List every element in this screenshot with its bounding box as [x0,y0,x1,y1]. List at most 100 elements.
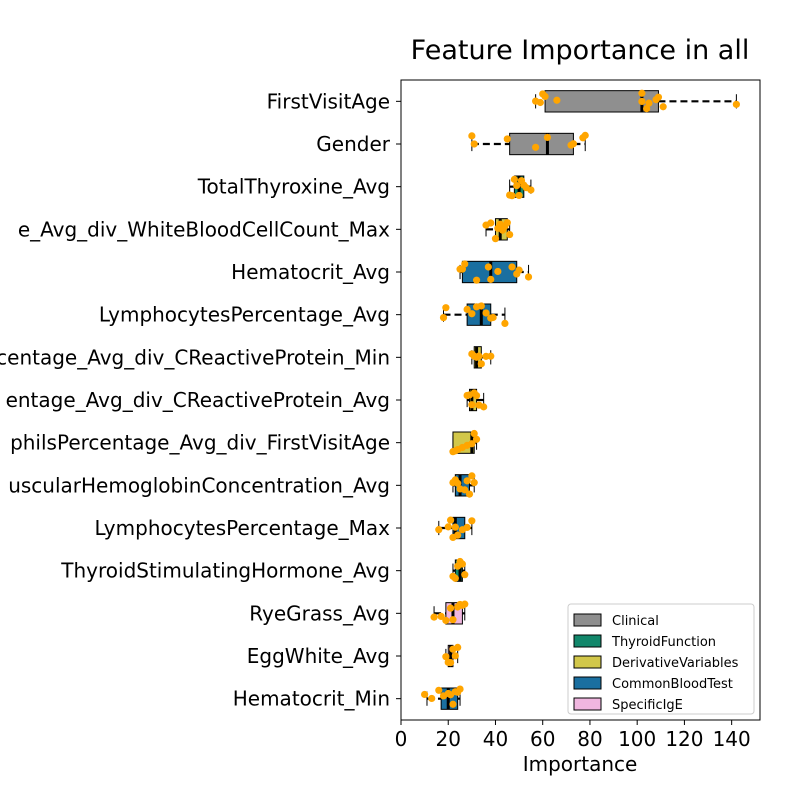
legend-item: Clinical [573,613,659,629]
legend-swatch [573,655,602,669]
data-point [470,429,478,438]
data-point [503,219,511,227]
feature-row: RyeGrass_Avg [249,600,469,625]
data-point [482,309,490,317]
y-tick-label: Hematocrit_Min [233,687,390,711]
data-point [468,132,476,140]
legend-item: CommonBloodTest [573,676,733,692]
legend-swatch [573,697,602,711]
data-point [506,230,514,239]
data-point [472,435,481,443]
data-point [654,93,663,101]
data-point [659,103,667,111]
feature-row: uscularHemoglobinConcentration_Avg [8,472,478,498]
x-axis-label: Importance [523,752,638,776]
feature-row: EggWhite_Avg [247,643,462,668]
x-tick-label: 20 [436,727,461,751]
data-point [444,523,452,531]
legend-swatch [573,634,602,648]
feature-row: ThyroidStimulatingHormone_Avg [60,557,469,583]
data-point [527,186,535,194]
legend-swatch [573,613,602,627]
x-tick-label: 140 [713,727,751,751]
data-point [461,571,469,579]
data-point [468,440,476,448]
y-tick-label: Hematocrit_Avg [231,260,390,284]
data-point [489,313,497,322]
data-point [472,391,481,400]
data-point [454,643,462,651]
data-point [510,175,518,183]
data-point [515,191,523,200]
data-point [508,192,516,200]
data-point [446,658,455,667]
data-point [435,686,443,694]
data-point [442,653,450,661]
data-point [461,486,469,494]
legend-label: SpecificIgE [612,698,683,713]
feature-row: LymphocytesPercentage_Avg [99,302,509,328]
data-point [581,131,589,139]
data-point [461,600,469,608]
y-tick-label: RyeGrass_Avg [249,601,390,625]
box [509,132,574,156]
data-point [487,352,495,360]
legend-label: CommonBloodTest [612,677,733,692]
data-point [461,260,469,268]
legend-swatch [573,676,602,690]
feature-row: Hematocrit_Min [233,685,464,711]
y-tick-label: philsPercentage_Avg_div_FirstVisitAge [10,431,390,455]
data-point [454,531,462,539]
data-point [732,100,740,108]
data-point [470,479,478,487]
data-point [468,472,476,480]
data-point [643,105,651,113]
legend-label: DerivativeVariables [612,656,739,671]
data-point [446,516,455,524]
y-tick-label: e_Avg_div_WhiteBloodCellCount_Max [18,217,390,241]
data-point [484,263,492,271]
data-point [463,477,471,485]
data-point [536,98,544,107]
feature-row: Hematocrit_Avg [231,260,533,284]
data-point [468,310,476,318]
x-tick-label: 80 [577,727,602,751]
x-tick-label: 120 [665,727,703,751]
data-point [421,690,429,699]
data-point [451,652,459,660]
data-point [524,273,533,281]
data-point [456,685,464,693]
y-tick-label: uscularHemoglobinConcentration_Avg [8,473,390,497]
data-point [543,133,552,142]
y-tick-label: LymphocytesPercentage_Avg [99,303,390,327]
data-point [503,135,511,143]
y-tick-label: LymphocytesPercentage_Max [95,516,391,540]
data-point [532,143,540,151]
y-tick-label: ThyroidStimulatingHormone_Avg [60,559,390,583]
feature-row: FirstVisitAge [267,89,740,113]
plot-area: 0 20 40 60 80 100 120 140 FirstVisitAge Gender Tot… [0,79,761,751]
data-point [463,305,471,313]
data-point [470,140,478,148]
feature-row: LymphocytesPercentage_Max [95,516,476,542]
x-tick-label: 60 [530,727,555,751]
data-point [638,97,646,106]
data-point [451,574,459,582]
data-point [477,360,485,368]
legend-label: Clinical [612,614,659,629]
data-point [501,319,509,328]
data-point [569,140,578,148]
data-point [430,613,438,621]
feature-row: centage_Avg_div_CReactiveProtein_Min [0,345,495,369]
legend: Clinical ThyroidFunction DerivativeVariabl… [567,603,755,715]
data-point [491,235,500,243]
data-point [437,612,445,621]
y-tick-label: EggWhite_Avg [247,644,390,668]
feature-row: philsPercentage_Avg_div_FirstVisitAge [10,429,481,456]
y-tick-label: centage_Avg_div_CReactiveProtein_Min [0,345,390,369]
data-point [458,560,467,568]
data-point [451,523,459,531]
data-point [477,302,485,310]
legend-item: DerivativeVariables [573,655,739,671]
legend-label: ThyroidFunction [611,635,716,650]
